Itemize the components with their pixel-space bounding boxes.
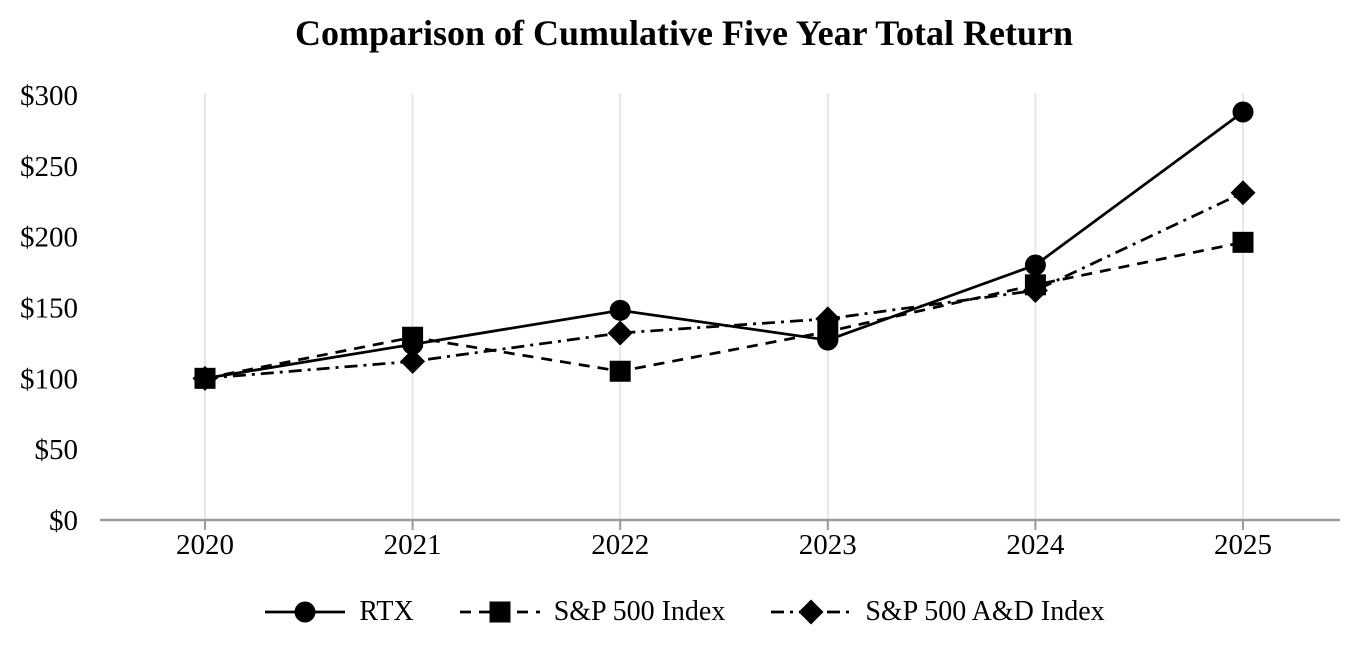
- diamond-marker-s-p-500-a-d-index: [607, 320, 633, 346]
- square-marker-s-p-500-index: [1024, 274, 1046, 296]
- x-axis-tick-label: 2022: [591, 529, 649, 561]
- y-axis-tick-label: $250: [20, 151, 78, 183]
- square-marker-s-p-500-index: [609, 360, 631, 382]
- y-axis-tick-label: $150: [20, 293, 78, 325]
- square-marker-s-p-500-index: [402, 326, 424, 348]
- y-axis-tick-label: $0: [49, 505, 78, 537]
- circle-marker-rtx: [1232, 101, 1254, 123]
- legend: RTX S&P 500 Index S&P 500 A&D Index: [0, 596, 1368, 628]
- square-marker-s-p-500-index: [194, 367, 216, 389]
- diamond-marker-s-p-500-a-d-index: [1230, 180, 1256, 206]
- chart-title: Comparison of Cumulative Five Year Total…: [295, 13, 1073, 53]
- legend-item-rtx: RTX: [263, 596, 414, 628]
- diamond-marker-icon: [798, 599, 824, 625]
- circle-marker-rtx: [609, 299, 631, 321]
- legend-item-sp500: S&P 500 Index: [458, 596, 726, 628]
- legend-item-sp500-ad: S&P 500 A&D Index: [769, 596, 1105, 628]
- square-marker-s-p-500-index: [817, 321, 839, 343]
- x-axis-tick-label: 2024: [1006, 529, 1065, 561]
- circle-marker-rtx: [1024, 254, 1046, 276]
- x-axis-tick-label: 2020: [176, 529, 234, 561]
- x-axis-tick-label: 2023: [799, 529, 857, 561]
- legend-label-sp500-ad: S&P 500 A&D Index: [865, 596, 1105, 627]
- square-marker-s-p-500-index: [1232, 231, 1254, 253]
- legend-label-sp500: S&P 500 Index: [553, 596, 726, 627]
- x-axis-tick-label: 2025: [1214, 529, 1272, 561]
- legend-line-square-icon: [459, 601, 540, 623]
- diamond-marker-s-p-500-a-d-index: [400, 348, 426, 374]
- legend-label-rtx: RTX: [359, 596, 414, 627]
- series-line-s-p-500-a-d-index: [204, 191, 1244, 380]
- x-axis-tick-label: 2021: [384, 529, 442, 561]
- series-line-s-p-500-index: [204, 240, 1244, 380]
- y-axis-tick-label: $300: [20, 80, 78, 112]
- legend-line-diamond-icon: [771, 599, 852, 625]
- y-axis-tick-label: $50: [35, 434, 79, 466]
- y-axis-tick-label: $100: [20, 363, 78, 395]
- square-marker-icon: [489, 601, 511, 623]
- legend-line-circle-icon: [265, 601, 346, 623]
- y-axis-tick-label: $200: [20, 222, 78, 254]
- series-line-rtx: [204, 110, 1244, 380]
- circle-marker-icon: [294, 601, 316, 623]
